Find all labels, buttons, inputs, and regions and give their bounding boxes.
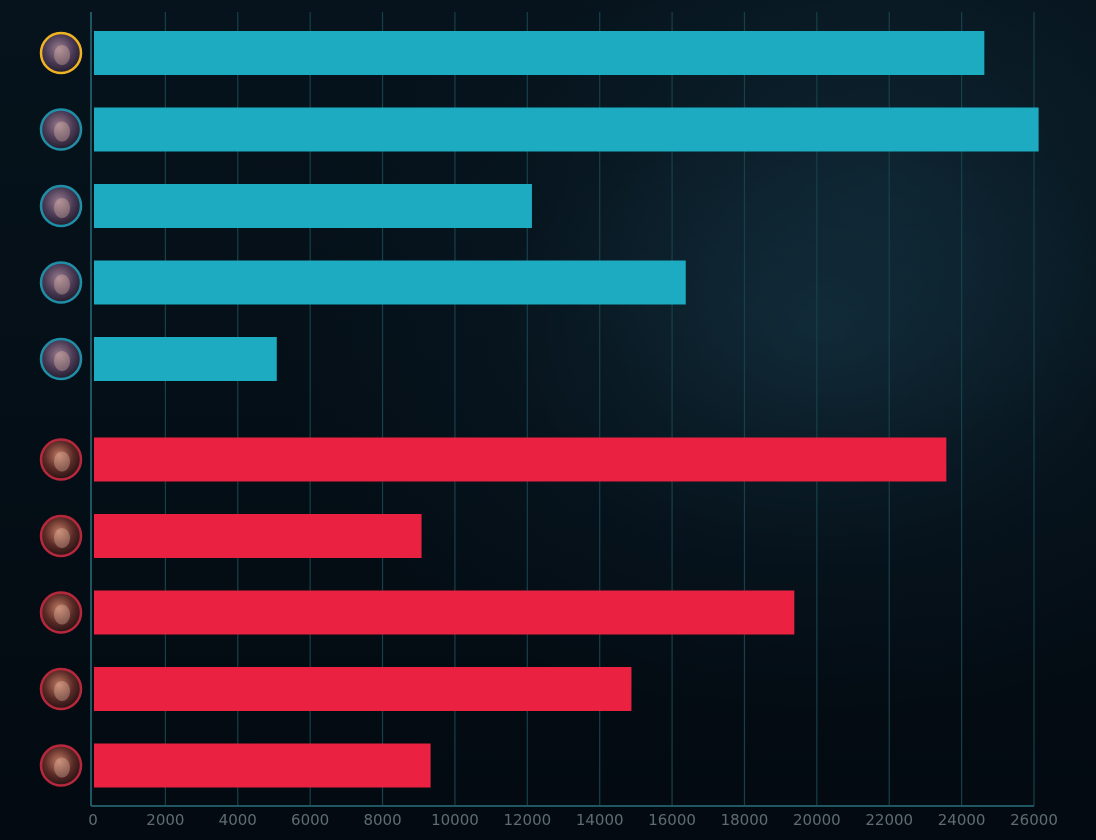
- x-tick-label: 0: [88, 811, 98, 829]
- champion-portrait-icon: [39, 261, 83, 304]
- champion-portrait-fill: [41, 669, 81, 709]
- blue-team-bar: [94, 260, 686, 305]
- x-tick-label: 26000: [1010, 811, 1058, 829]
- champion-portrait-fill: [41, 262, 81, 303]
- x-tick-label: 6000: [291, 811, 329, 829]
- x-tick-label: 16000: [648, 811, 696, 829]
- x-tick-label: 12000: [503, 811, 551, 829]
- x-axis-tick-labels: 0 2000 4000 6000 8000 10000 12000 14000 16000 180…: [88, 811, 1058, 829]
- red-team-bar: [94, 743, 431, 788]
- avatar-ring: [39, 184, 83, 228]
- bars: [94, 31, 1039, 788]
- champion-face-shape: [54, 45, 70, 65]
- champion-portrait-icon: [39, 31, 83, 75]
- champion-face-shape: [54, 757, 70, 778]
- blue-team-bar: [94, 184, 532, 228]
- avatar-ring: [39, 667, 83, 711]
- champion-face-shape: [54, 198, 70, 218]
- x-tick-label: 8000: [363, 811, 401, 829]
- x-tick-label: 14000: [576, 811, 624, 829]
- red-team-bar: [94, 667, 632, 711]
- champion-portrait-fill: [41, 33, 81, 73]
- x-tick-label: 24000: [938, 811, 986, 829]
- x-tick-label: 10000: [431, 811, 479, 829]
- champion-portrait-icon: [39, 108, 83, 151]
- avatar-ring: [39, 337, 83, 381]
- avatar-ring: [39, 514, 83, 558]
- champion-portrait-fill: [41, 592, 81, 633]
- champion-portrait-icon: [39, 744, 83, 787]
- champion-portrait-fill: [41, 439, 81, 480]
- champion-face-shape: [54, 274, 70, 295]
- champion-portrait-fill: [41, 516, 81, 556]
- champion-portrait-icon: [39, 667, 83, 711]
- champion-portrait-fill: [41, 109, 81, 150]
- champion-portrait-icon: [39, 184, 83, 228]
- champion-face-shape: [54, 681, 70, 701]
- x-tick-label: 4000: [219, 811, 257, 829]
- avatar-ring: [39, 591, 83, 634]
- champion-face-shape: [54, 121, 70, 142]
- red-team-bar: [94, 590, 795, 635]
- red-team-bar: [94, 437, 947, 482]
- champion-portrait-icon: [39, 337, 83, 381]
- x-tick-label: 2000: [146, 811, 184, 829]
- champion-face-shape: [54, 604, 70, 625]
- champion-portrait-icon: [39, 591, 83, 634]
- avatar-ring: [39, 261, 83, 304]
- champion-portrait-fill: [41, 186, 81, 226]
- x-tick-label: 18000: [721, 811, 769, 829]
- blue-team-bar: [94, 337, 277, 381]
- x-tick-label: 22000: [865, 811, 913, 829]
- champion-avatars: [39, 31, 83, 787]
- champion-face-shape: [54, 451, 70, 472]
- blue-team-bar: [94, 31, 985, 75]
- champion-portrait-fill: [41, 339, 81, 379]
- champion-portrait-icon: [39, 514, 83, 558]
- blue-team-bar: [94, 107, 1039, 152]
- x-tick-label: 20000: [793, 811, 841, 829]
- champion-face-shape: [54, 528, 70, 548]
- highlighted-player-ring: [39, 31, 83, 75]
- avatar-ring: [39, 438, 83, 481]
- champion-portrait-icon: [39, 438, 83, 481]
- champion-face-shape: [54, 351, 70, 371]
- champion-portrait-fill: [41, 745, 81, 786]
- axes: [90, 12, 1034, 807]
- avatar-ring: [39, 744, 83, 787]
- avatar-ring: [39, 108, 83, 151]
- red-team-bar: [94, 514, 422, 558]
